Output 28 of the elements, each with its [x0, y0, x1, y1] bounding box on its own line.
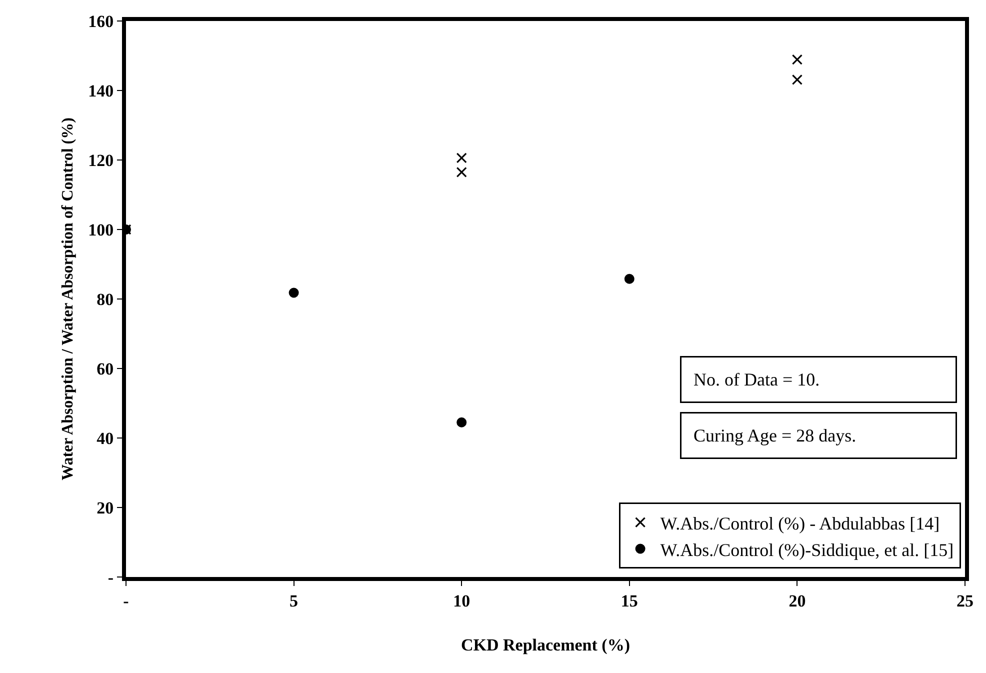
y-tick-label: 20 [96, 498, 114, 518]
x-tick-label: 20 [788, 591, 806, 610]
point [456, 417, 467, 428]
point [456, 152, 467, 164]
x-tick-label: 15 [620, 591, 638, 610]
y-axis-title: Water Absorption / Water Absorption of Control (%) [60, 118, 76, 480]
y-tick-label: 60 [96, 359, 114, 378]
x-tick-label: 25 [956, 591, 974, 610]
y-tick-label: 80 [96, 290, 114, 309]
legend-label: W.Abs./Control (%)-Siddique, et al. [15] [660, 540, 954, 560]
point [288, 288, 299, 298]
point [792, 54, 802, 65]
legend-label: W.Abs./Control (%) - Abdulabbas [14] [660, 513, 940, 534]
annotation: Curing Age = 28 days. [694, 426, 856, 446]
y-tick-label: 140 [88, 81, 114, 100]
y-tick-label: 40 [96, 428, 114, 448]
x-axis-title: CKD Replacement (%) [460, 635, 630, 654]
x-tick-label: 5 [290, 591, 298, 610]
y-tick-label: 120 [88, 150, 114, 170]
x-tick-label: - [123, 591, 130, 610]
y-tick-label: - [108, 568, 114, 587]
point [456, 166, 467, 178]
point [792, 74, 802, 86]
annotation: No. of Data = 10. [694, 370, 820, 390]
point [624, 274, 634, 284]
y-tick-label: 160 [88, 12, 114, 31]
x-tick-label: 10 [453, 591, 470, 610]
y-tick-label: 100 [88, 220, 114, 240]
